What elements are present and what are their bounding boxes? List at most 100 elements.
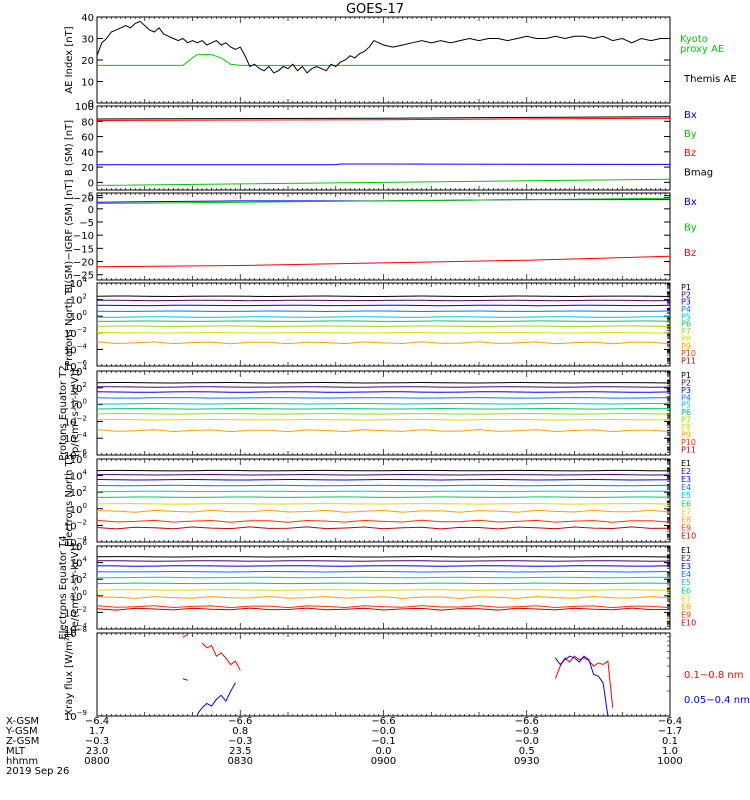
panel-frame-bigrf	[96, 192, 671, 281]
x-tick-value: 0.8	[232, 726, 248, 737]
y-tick-exponent: 0	[83, 502, 87, 510]
x-tick-value: 0.5	[519, 746, 535, 757]
flux-line	[97, 473, 671, 476]
panel-frame-ae	[96, 16, 671, 104]
legend-label: P5	[681, 312, 691, 321]
y-tick-label: 10	[81, 78, 94, 89]
y-tick-exponent: −6	[77, 448, 88, 456]
legend-label: P5	[681, 401, 691, 410]
y-tick-label: −20	[73, 258, 94, 269]
series-line	[201, 642, 241, 671]
flux-line	[96, 484, 671, 487]
y-tick-exponent: 4	[83, 276, 88, 284]
legend-label: E9	[681, 610, 691, 619]
x-tick-value: 0800	[84, 756, 109, 767]
x-tick-value: 0930	[514, 756, 539, 767]
legend-label: P9	[681, 430, 691, 439]
series-line	[182, 678, 188, 681]
x-tick-value: −6.6	[371, 716, 395, 727]
flux-line	[96, 478, 671, 481]
x-tick-value: −6.4	[85, 716, 109, 727]
y-tick-label: −15	[73, 244, 94, 255]
flux-line	[96, 325, 671, 327]
y-tick-exponent: −2	[77, 414, 87, 422]
x-tick-value: 23.0	[86, 746, 108, 757]
y-tick-exponent: 0	[83, 589, 87, 597]
y-tick-label: 0	[88, 99, 94, 110]
flux-line	[96, 391, 671, 393]
flux-line	[96, 496, 671, 498]
legend-label: E4	[681, 483, 691, 492]
x-tick-value: 0900	[371, 756, 396, 767]
y-tick-exponent: 4	[83, 469, 88, 477]
legend-label: proxy AE	[680, 44, 724, 55]
flux-line	[96, 381, 671, 384]
panel-x-ticks-xray	[96, 633, 671, 716]
panel-ylabel: Protons North T1	[64, 282, 75, 366]
legend-label: E10	[681, 619, 696, 628]
panel-ylabel: AE Index [nT]	[64, 26, 75, 93]
legend-label: E7	[681, 507, 691, 516]
series-line	[554, 655, 614, 708]
legend-label: E1	[681, 546, 691, 555]
legend-label: Bmag	[684, 167, 713, 178]
y-tick-exponent: −2	[77, 326, 87, 334]
y-tick-label: 30	[81, 35, 94, 46]
legend-label: E3	[681, 475, 691, 484]
legend-label: E8	[681, 515, 691, 524]
x-tick-value: 1.7	[89, 726, 105, 737]
panel-x-ticks-en	[96, 459, 671, 542]
flux-line	[97, 299, 671, 302]
y-tick-exponent: −8	[77, 626, 87, 634]
legend-label: E3	[681, 562, 691, 571]
flux-line	[97, 490, 671, 493]
y-tick-label: 60	[81, 133, 94, 144]
flux-line	[96, 605, 671, 609]
x-row-label: MLT	[6, 746, 26, 757]
legend-label: P7	[681, 327, 691, 336]
flux-line	[96, 304, 671, 307]
y-tick-label: −10	[73, 231, 94, 242]
plot-title: GOES-17	[345, 2, 404, 17]
flux-line	[96, 503, 671, 505]
flux-line	[96, 341, 671, 345]
series-line	[97, 54, 670, 66]
x-tick-value: −6.6	[228, 716, 252, 727]
legend-label: E2	[681, 467, 691, 476]
series-line	[554, 655, 609, 717]
y-tick-exponent: 4	[83, 364, 88, 372]
panel-ylabel-units: [p/(cm²-s-sr-keV)]	[70, 369, 81, 457]
x-tick-value: −1.7	[658, 726, 682, 737]
legend-label: P2	[681, 378, 691, 387]
panel-x-ticks-bsm	[96, 106, 671, 190]
x-tick-value: −0.9	[515, 726, 539, 737]
legend-label: By	[684, 129, 697, 140]
y-tick-exponent: 0	[83, 398, 87, 406]
legend-label: E1	[681, 459, 691, 468]
panel-frame-ee	[96, 545, 671, 630]
legend-label: E2	[681, 554, 691, 563]
x-row-label: hhmm	[6, 756, 38, 767]
legend-label: P3	[681, 386, 691, 395]
legend-label: P11	[681, 445, 696, 454]
legend-label: 0.1−0.8 nm	[684, 670, 743, 681]
series-line	[182, 634, 188, 638]
y-tick-exponent: 2	[83, 572, 87, 580]
y-tick-exponent: 2	[83, 485, 87, 493]
legend-label: P1	[681, 283, 691, 292]
x-tick-value: −0.0	[515, 736, 539, 747]
panel-ylabel: Electrons Equator T4	[58, 535, 69, 639]
x-tick-value: 1.0	[662, 746, 678, 757]
x-tick-value: −0.1	[371, 736, 395, 747]
y-tick-exponent: −4	[77, 622, 88, 630]
panel-ylabel: Xray flux [W/m²]	[64, 633, 75, 716]
legend-label: E8	[681, 602, 691, 611]
flux-line	[96, 509, 671, 513]
legend-label: P6	[681, 320, 691, 329]
flux-line	[96, 582, 671, 585]
series-line	[96, 116, 671, 120]
x-tick-value: 0830	[228, 756, 253, 767]
legend-label: P10	[681, 349, 696, 358]
